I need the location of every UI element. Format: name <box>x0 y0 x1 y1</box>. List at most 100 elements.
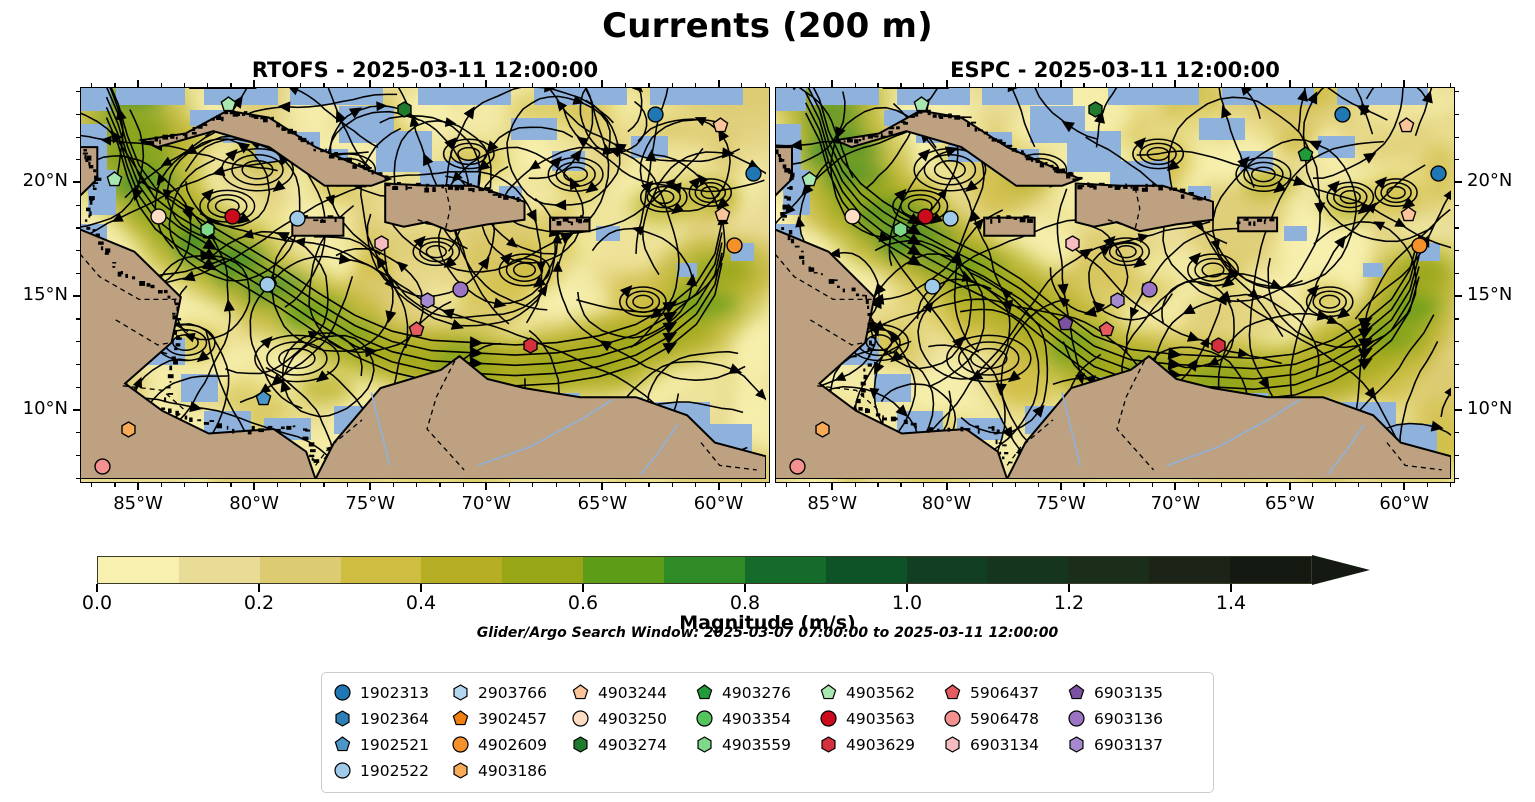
legend-item[interactable]: 4903250 <box>572 707 696 730</box>
map-marker-6903135[interactable] <box>1057 314 1074 330</box>
legend-item[interactable]: 4903354 <box>696 707 820 730</box>
ytick-minor <box>76 159 80 161</box>
legend-item[interactable]: 3902457 <box>452 707 572 730</box>
map-marker-4902609[interactable] <box>726 237 743 255</box>
map-marker-4903274[interactable] <box>396 101 412 118</box>
legend-item[interactable]: 4903629 <box>820 733 944 756</box>
shelf-water <box>301 149 349 173</box>
map-marker-4903559[interactable] <box>199 221 215 239</box>
map-marker-4903244[interactable] <box>714 205 731 221</box>
map-marker-4903244[interactable] <box>1398 117 1415 133</box>
map-marker-5906437[interactable] <box>408 321 425 337</box>
map-marker-4903274[interactable] <box>1087 101 1103 118</box>
xtick-minor <box>741 483 743 487</box>
shelf-water <box>420 160 481 188</box>
map-marker-6903137[interactable] <box>1109 292 1126 309</box>
map-marker-1902522[interactable] <box>924 278 941 295</box>
map-marker-4903186[interactable] <box>120 421 136 439</box>
legend-item[interactable]: 4903276 <box>696 681 820 704</box>
map-marker-1902522[interactable] <box>289 210 307 227</box>
map-marker-1902522[interactable] <box>942 210 960 227</box>
shelf-water <box>447 388 499 416</box>
shelf-water <box>510 117 557 141</box>
map-marker-1902313[interactable] <box>744 164 762 182</box>
ytick-minor <box>1455 250 1459 252</box>
xtick-label: 65°W <box>577 493 628 514</box>
legend-item[interactable]: 5906478 <box>944 707 1068 730</box>
ytick-minor <box>1455 113 1459 115</box>
legend-item[interactable]: 4903274 <box>572 733 696 756</box>
legend-item[interactable]: 1902313 <box>334 681 452 704</box>
map-marker-4903562[interactable] <box>913 96 930 112</box>
legend-item[interactable]: 5906437 <box>944 681 1068 704</box>
ytick-minor <box>1455 136 1459 138</box>
legend-item[interactable]: 1902521 <box>334 733 452 756</box>
ytick-minor <box>76 477 80 479</box>
legend-item[interactable]: 2903766 <box>452 681 572 704</box>
legend-item[interactable]: 6903135 <box>1068 681 1192 704</box>
map-marker-1902313[interactable] <box>1333 105 1351 123</box>
legend-item[interactable]: 6903134 <box>944 733 1068 756</box>
map-marker-4903186[interactable] <box>814 421 830 439</box>
float-legend[interactable]: 1902313 1902364 1902521 1902522 2903766 39024… <box>321 672 1214 793</box>
map-marker-6903134[interactable] <box>1064 235 1080 252</box>
map-marker-4903562[interactable] <box>106 171 123 187</box>
panel-title-rtofs: RTOFS - 2025-03-11 12:00:00 <box>251 58 599 82</box>
map-marker-5906437[interactable] <box>1098 321 1115 337</box>
xtick-minor <box>1220 483 1222 487</box>
map-marker-4903563[interactable] <box>917 208 934 225</box>
xtick-major <box>945 483 948 490</box>
legend-item[interactable]: 1902364 <box>334 707 452 730</box>
ytick-major <box>73 295 80 298</box>
map-marker-1902522[interactable] <box>259 276 276 293</box>
legend-item[interactable]: 4902609 <box>452 733 572 756</box>
xtick-minor-top <box>114 83 116 87</box>
legend-item[interactable]: 4903244 <box>572 681 696 704</box>
map-panel-espc[interactable] <box>775 87 1455 483</box>
map-marker-6903136[interactable] <box>1141 280 1159 298</box>
shelf-water <box>993 149 1040 173</box>
legend-item[interactable]: 1902522 <box>334 759 452 782</box>
xtick-minor-top <box>694 83 697 87</box>
map-panel-rtofs[interactable] <box>80 87 770 483</box>
map-marker-6903137[interactable] <box>419 292 436 309</box>
legend-item[interactable]: 6903136 <box>1068 707 1192 730</box>
legend-item[interactable]: 4903562 <box>820 681 944 704</box>
map-marker-4903562[interactable] <box>220 96 237 112</box>
map-marker-4903563[interactable] <box>224 208 242 225</box>
legend-item-label: 6903135 <box>1094 683 1164 702</box>
map-marker-4902609[interactable] <box>1411 237 1429 255</box>
legend-item[interactable]: 4903186 <box>452 759 572 782</box>
ytick-minor <box>76 363 80 366</box>
map-marker-1902521[interactable] <box>255 389 272 405</box>
map-marker-4903629[interactable] <box>1210 337 1226 355</box>
map-marker-1902313[interactable] <box>1430 164 1447 182</box>
map-marker-4903250[interactable] <box>844 208 861 225</box>
map-marker-4903559[interactable] <box>892 221 908 239</box>
map-marker-4903250[interactable] <box>150 208 167 225</box>
shelf-water <box>1240 150 1273 171</box>
legend-marker-circle-icon <box>1068 710 1085 727</box>
map-marker-4903629[interactable] <box>522 337 538 355</box>
xtick-minor-top <box>625 83 627 87</box>
map-marker-6903134[interactable] <box>373 235 389 252</box>
map-marker-4903244[interactable] <box>1400 205 1417 221</box>
map-marker-4903244[interactable] <box>712 117 729 133</box>
legend-item[interactable]: 6903137 <box>1068 733 1192 756</box>
xtick-label: 75°W <box>345 493 396 514</box>
legend-item[interactable]: 4903563 <box>820 707 944 730</box>
map-marker-4903562[interactable] <box>801 171 817 187</box>
shelf-water <box>705 424 753 461</box>
map-marker-1902313[interactable] <box>647 105 664 123</box>
legend-item[interactable]: 4903559 <box>696 733 820 756</box>
ytick-minor <box>1455 432 1459 434</box>
xtick-minor <box>764 483 766 487</box>
xtick-minor <box>877 483 879 487</box>
map-marker-5906478[interactable] <box>789 458 806 475</box>
map-marker-5906478[interactable] <box>94 458 112 475</box>
xtick-minor-top <box>1312 83 1314 87</box>
map-marker-6903136[interactable] <box>452 280 469 298</box>
map-marker-4903276[interactable] <box>1297 146 1314 162</box>
legend-item-label: 4903274 <box>598 735 668 754</box>
xtick-minor-top <box>183 83 186 87</box>
